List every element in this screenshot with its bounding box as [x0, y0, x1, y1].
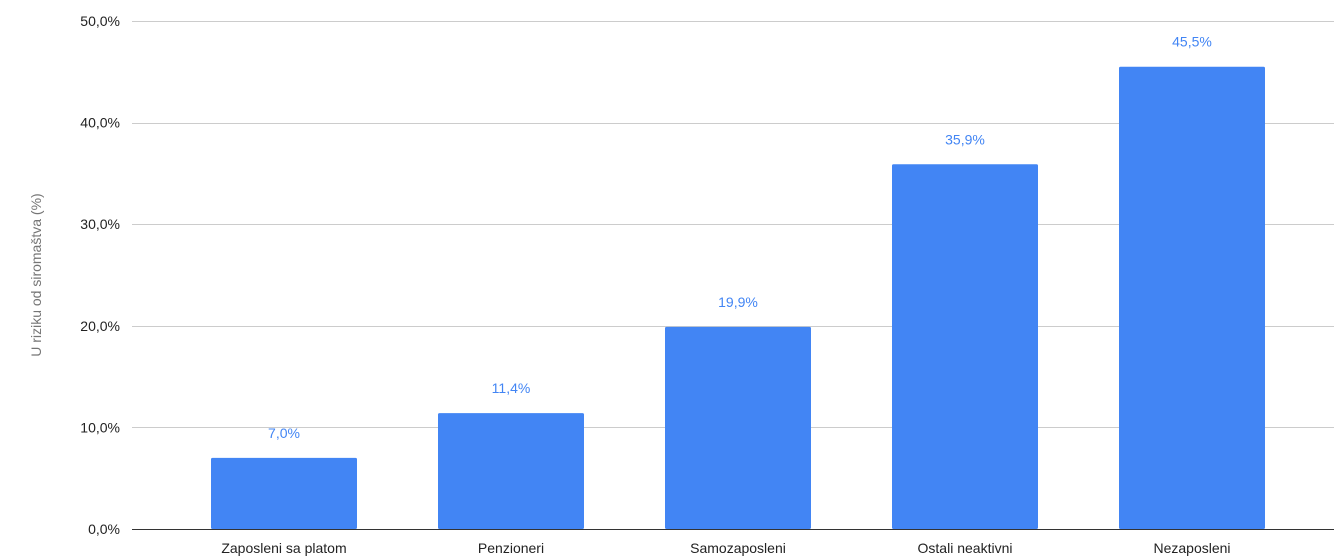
data-label: 11,4% [492, 380, 531, 396]
data-label: 35,9% [945, 131, 985, 147]
x-axis-ticks: Zaposleni sa platom Penzioneri Samozaposle… [221, 540, 1230, 556]
x-tick-label: Samozaposleni [690, 540, 786, 556]
y-tick-label: 0,0% [88, 521, 120, 537]
bar [892, 164, 1038, 530]
bar [665, 326, 811, 529]
bars [211, 66, 1265, 530]
data-labels: 7,0% 11,4% 19,9% 35,9% 45,5% [268, 34, 1212, 441]
bar [1119, 66, 1265, 529]
y-tick-label: 50,0% [80, 13, 120, 29]
x-tick-label: Ostali neaktivni [918, 540, 1013, 556]
y-tick-label: 20,0% [80, 318, 120, 334]
x-tick-label: Zaposleni sa platom [221, 540, 346, 556]
data-label: 19,9% [718, 294, 758, 310]
y-tick-label: 30,0% [80, 216, 120, 232]
gridlines [132, 21, 1334, 530]
y-tick-label: 10,0% [80, 419, 120, 435]
x-tick-label: Nezaposleni [1153, 540, 1230, 556]
data-label: 45,5% [1172, 34, 1212, 50]
y-axis-ticks: 0,0% 10,0% 20,0% 30,0% 40,0% 50,0% [80, 13, 120, 537]
bar [438, 413, 584, 529]
data-label: 7,0% [268, 425, 300, 441]
bar [211, 457, 357, 529]
x-tick-label: Penzioneri [478, 540, 544, 556]
y-tick-label: 40,0% [80, 115, 120, 131]
y-axis-title: U riziku od siromaštva (%) [28, 193, 44, 356]
